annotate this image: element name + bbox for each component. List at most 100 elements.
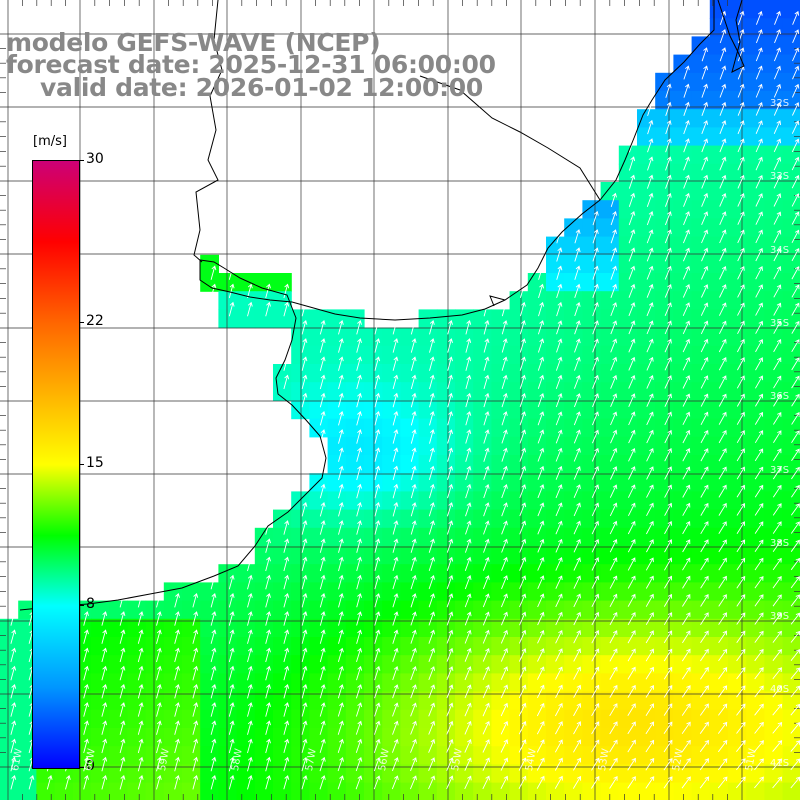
wind-speed-cell: [746, 54, 765, 74]
wind-arrow: [791, 156, 800, 171]
wind-arrow: [683, 138, 690, 153]
wind-speed-cell: [364, 564, 383, 583]
wind-speed-cell: [273, 309, 292, 329]
wind-speed-cell: [436, 509, 456, 529]
wind-speed-cell: [746, 36, 765, 56]
wind-speed-cell: [546, 673, 565, 693]
wind-arrow: [410, 429, 417, 444]
wind-speed-cell: [564, 364, 583, 383]
wind-arrow: [537, 575, 545, 589]
wind-speed-cell: [291, 382, 310, 401]
wind-arrow: [210, 592, 217, 608]
wind-speed-cell: [764, 36, 784, 56]
wind-arrow: [210, 647, 217, 663]
wind-arrow: [737, 138, 745, 153]
wind-arrow: [700, 612, 709, 625]
wind-arrow: [700, 338, 709, 353]
wind-arrow: [192, 702, 199, 717]
wind-arrow: [627, 648, 636, 662]
wind-arrow: [719, 120, 727, 135]
wind-arrow: [446, 702, 454, 717]
wind-speed-cell: [291, 527, 310, 547]
wind-speed-cell: [491, 327, 511, 347]
wind-speed-cell: [782, 582, 800, 602]
wind-arrow: [609, 502, 618, 517]
wind-arrow: [592, 393, 599, 408]
wind-arrow: [319, 738, 326, 754]
wind-speed-cell: [546, 491, 565, 511]
wind-speed-cell: [400, 691, 420, 711]
wind-speed-cell: [564, 782, 583, 800]
wind-speed-cell: [746, 436, 765, 456]
wind-arrow: [301, 338, 308, 353]
wind-arrow: [319, 665, 326, 681]
wind-speed-cell: [691, 782, 711, 800]
wind-arrow: [628, 192, 636, 207]
wind-arrow: [736, 430, 745, 444]
wind-speed-cell: [273, 746, 292, 765]
wind-speed-cell: [746, 109, 765, 128]
wind-speed-cell: [291, 655, 310, 674]
wind-speed-cell: [345, 527, 365, 547]
wind-arrow: [591, 447, 600, 462]
wind-arrow: [736, 411, 745, 425]
wind-arrow: [574, 338, 581, 353]
wind-speed-cell: [600, 637, 620, 656]
wind-speed-cell: [436, 309, 456, 329]
wind-speed-cell: [655, 746, 674, 765]
wind-speed-cell: [382, 582, 401, 602]
wind-arrow: [683, 119, 690, 135]
wind-speed-cell: [382, 364, 401, 383]
wind-speed-cell: [600, 291, 620, 310]
wind-speed-cell: [637, 491, 656, 511]
wind-speed-cell: [364, 709, 383, 729]
wind-speed-cell: [600, 200, 620, 219]
wind-speed-cell: [764, 327, 784, 347]
wind-arrow: [465, 338, 472, 353]
wind-arrow: [682, 320, 691, 335]
wind-speed-cell: [473, 564, 492, 583]
wind-arrow: [700, 593, 709, 607]
wind-arrow: [536, 721, 545, 735]
wind-arrow: [101, 774, 108, 790]
wind-arrow: [754, 466, 764, 480]
wind-speed-cell: [218, 309, 238, 329]
wind-speed-cell: [364, 600, 383, 620]
wind-speed-cell: [418, 673, 438, 693]
wind-arrow: [283, 629, 290, 644]
wind-speed-cell: [36, 782, 56, 800]
wind-arrow: [392, 447, 399, 462]
wind-speed-cell: [764, 72, 784, 92]
wind-arrow: [772, 484, 782, 498]
wind-speed-cell: [546, 291, 565, 310]
wind-arrow: [627, 593, 636, 607]
colorbar-tick-label: 8: [86, 596, 95, 613]
wind-speed-cell: [673, 145, 693, 165]
wind-speed-cell: [509, 546, 529, 565]
wind-speed-cell: [491, 546, 511, 565]
wind-speed-cell: [491, 673, 511, 693]
wind-speed-cell: [491, 746, 511, 765]
wind-arrow: [755, 193, 763, 207]
wind-arrow: [664, 320, 672, 335]
wind-speed-cell: [691, 418, 711, 438]
wind-arrow: [682, 247, 690, 262]
wind-arrow: [482, 648, 490, 662]
wind-speed-cell: [618, 728, 638, 747]
wind-arrow: [682, 229, 690, 244]
wind-arrow: [338, 556, 344, 572]
wind-arrow: [791, 448, 800, 462]
wind-speed-cell: [564, 309, 583, 329]
wind-speed-cell: [163, 637, 183, 656]
wind-arrow: [228, 720, 235, 735]
wind-speed-cell: [436, 673, 456, 693]
wind-speed-cell: [436, 655, 456, 674]
wind-arrow: [646, 484, 654, 498]
wind-arrow: [610, 283, 618, 298]
wind-arrow: [773, 448, 782, 462]
colorbar-tick-mark: [79, 321, 84, 323]
wind-speed-cell: [673, 382, 693, 401]
wind-arrow: [591, 721, 600, 735]
wind-speed-cell: [618, 400, 638, 420]
wind-arrow: [410, 720, 417, 735]
